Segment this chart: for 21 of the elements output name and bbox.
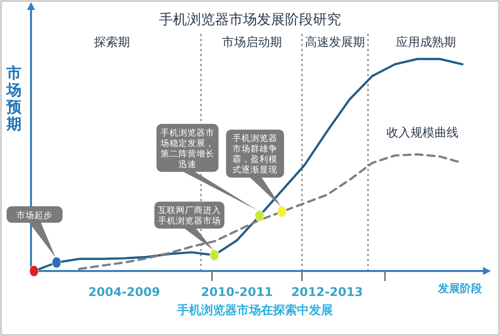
point	[29, 265, 39, 277]
point	[210, 249, 220, 261]
point	[254, 210, 264, 222]
annotation: 手机浏览器市场稳定发展，第二阵营增长迅速	[160, 127, 214, 170]
x-tick-label: 2010-2011	[201, 285, 273, 299]
text: 手机浏览器市场在探索中发展	[176, 303, 333, 317]
text: 探索期	[94, 35, 130, 49]
point	[277, 206, 287, 218]
text: 市场启动期	[222, 35, 282, 49]
x-axis-title: 发展阶段	[437, 282, 483, 295]
text: 高速发展期	[305, 35, 365, 49]
annotation: 手机浏览器市场群雄争霸，盈利模式逐渐显现	[232, 133, 278, 176]
x-tick-label: 2012-2013	[291, 285, 364, 299]
x-tick-label: 2004-2009	[88, 285, 160, 299]
series-label: 收入规模曲线	[386, 125, 458, 140]
annotation: 市场起步	[16, 210, 53, 221]
point	[52, 256, 62, 268]
y-axis-title: 市场预期	[6, 64, 22, 133]
text: 应用成熟期	[396, 35, 456, 49]
annotation: 互联网厂商进入手机浏览器市场	[158, 205, 221, 227]
chart-title: 手机浏览器市场发展阶段研究	[159, 12, 341, 28]
